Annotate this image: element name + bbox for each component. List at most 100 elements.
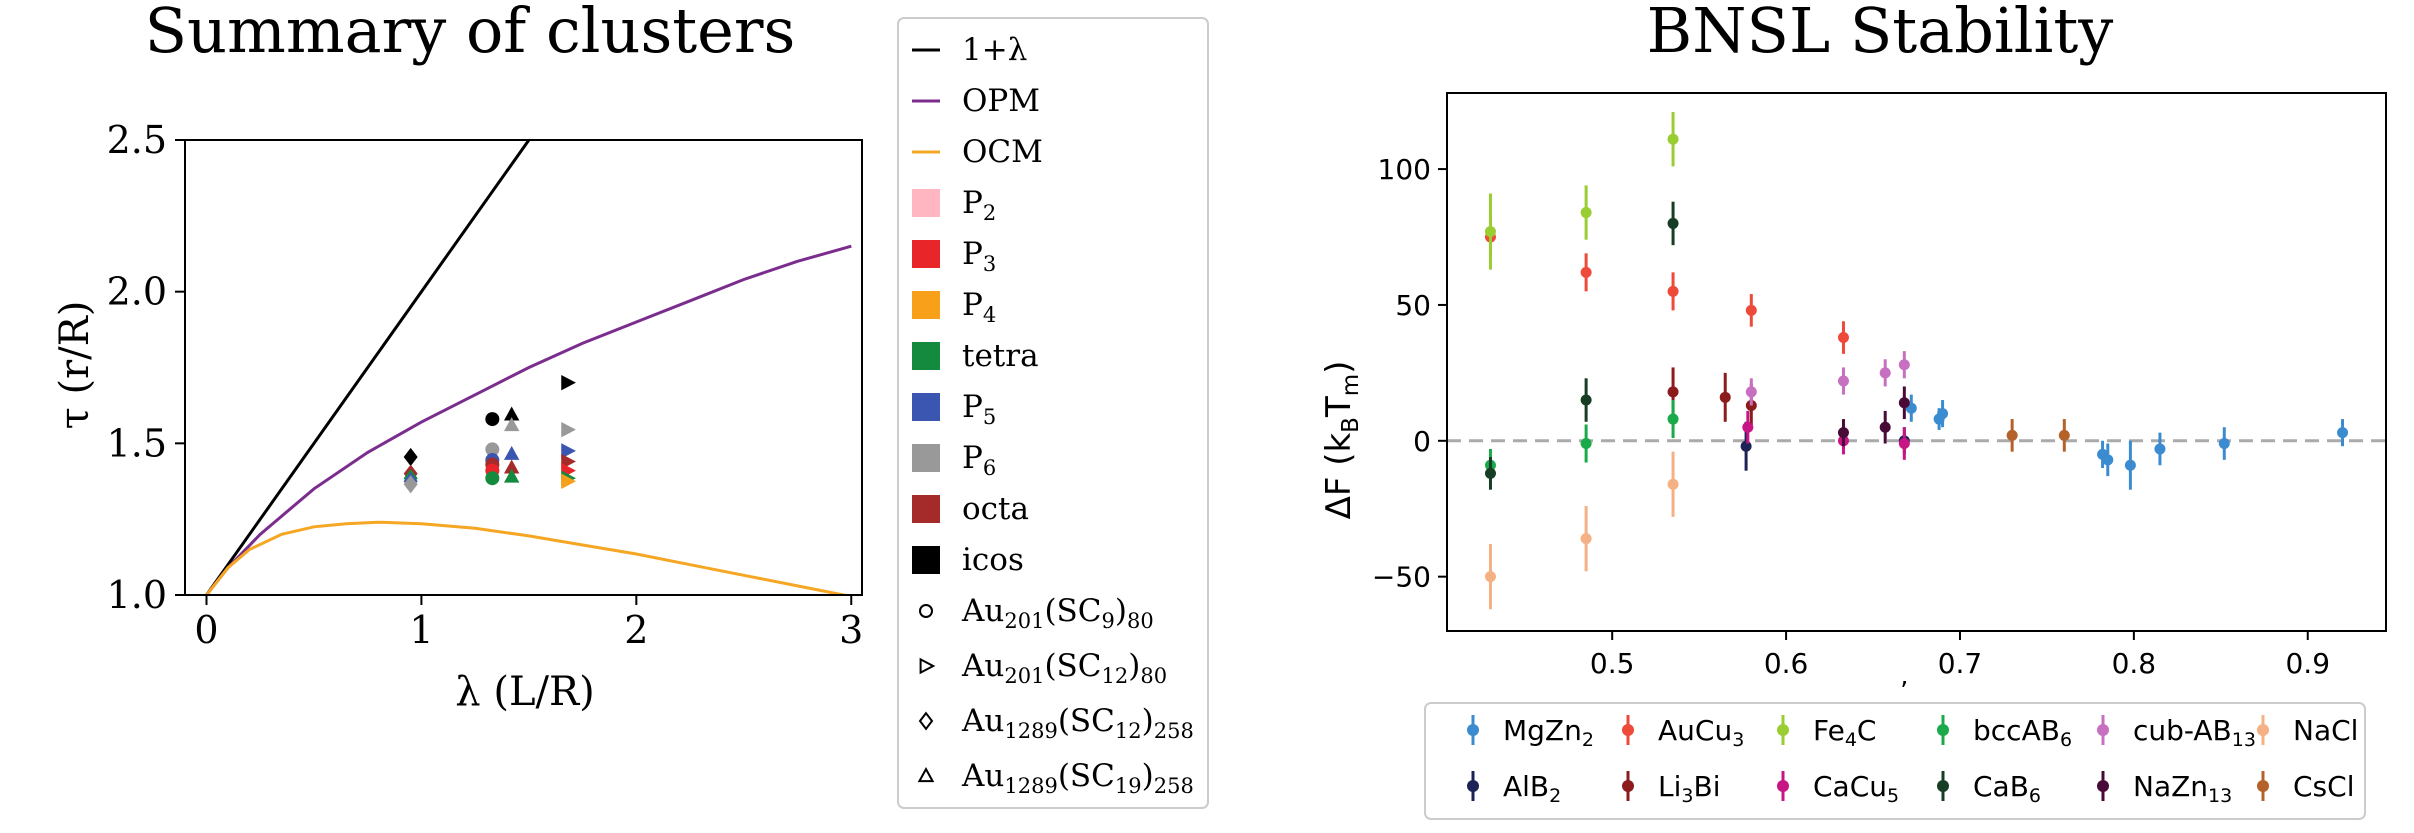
series-line-2 (205, 520, 852, 595)
y-tick-label-3: 100 (1378, 153, 1431, 186)
y-tick-label-2: 50 (1395, 289, 1431, 322)
data-point-10-0 (1484, 571, 1496, 583)
data-point-8-2 (1879, 367, 1891, 379)
data-point-0-7 (2218, 438, 2230, 450)
x-tick-label-2: 0.7 (1938, 647, 1983, 680)
data-point-9-1 (1879, 421, 1891, 433)
data-point-0-2 (1933, 413, 1945, 425)
legend-label-3: Li3Bi (1658, 770, 1720, 807)
legend-label-line-2: OCM (962, 134, 1043, 170)
data-point-4-2 (1667, 133, 1679, 145)
data-point-2-4 (1837, 332, 1849, 344)
legend-label-8: cub-AB13 (2133, 714, 2256, 751)
data-point-5-2 (1898, 438, 1910, 450)
legend-label-marker-0: Au201(SC9)80 (961, 593, 1154, 633)
legend-label-swatch-5: P6 (962, 440, 996, 480)
legend-label-swatch-1: P3 (962, 236, 996, 276)
legend-label-10: NaCl (2293, 714, 2358, 747)
bnsl-chart-frame (1446, 92, 2387, 632)
legend-label-9: NaZn13 (2133, 770, 2232, 807)
data-point-6-2 (1667, 413, 1679, 425)
x-tick-label-2: 2 (624, 608, 648, 652)
y-tick-label-0: −50 (1372, 561, 1431, 594)
cluster-point-15 (503, 468, 520, 483)
legend-marker-9 (2097, 780, 2109, 792)
legend-marker-2 (1622, 724, 1634, 736)
cluster-chart-title: Summary of clusters (145, 0, 796, 67)
x-tick-label-1: 0.6 (1764, 647, 1809, 680)
data-point-11-0 (2006, 429, 2018, 441)
legend-marker-11 (2257, 780, 2269, 792)
legend-marker-10 (2257, 724, 2269, 736)
legend-marker-6 (1937, 724, 1949, 736)
legend-label-swatch-6: octa (962, 491, 1029, 527)
legend-label-swatch-3: tetra (962, 338, 1039, 374)
legend-marker-0 (919, 604, 933, 618)
cluster-point-6 (485, 442, 500, 457)
data-point-11-1 (2058, 429, 2070, 441)
legend-label-line-0: 1+λ (962, 32, 1027, 68)
cluster-chart-ylabel: τ (r/R) (52, 301, 98, 430)
cluster-point-5 (485, 412, 500, 427)
legend-label-marker-3: Au1289(SC19)258 (961, 758, 1194, 798)
data-point-10-1 (1580, 533, 1592, 545)
legend-label-swatch-7: icos (962, 542, 1024, 578)
cluster-chart: Summary of clusters 0 1 2 3 1.0 1.5 2.0 2.5 λ (… (52, 0, 1209, 809)
cluster-point-18 (561, 443, 576, 459)
cluster-point-14 (503, 459, 520, 474)
x-tick-label-0: 0.5 (1590, 647, 1635, 680)
y-tick-label-2: 2.0 (107, 270, 167, 314)
cluster-point-11 (503, 406, 520, 421)
data-point-10-2 (1667, 478, 1679, 490)
bnsl-chart-title: BNSL Stability (1647, 0, 2114, 67)
legend-label-0: MgZn2 (1503, 714, 1594, 751)
data-point-0-5 (2124, 459, 2136, 471)
bnsl-chart-ylabel: ΔF (kBTm) (1319, 361, 1364, 520)
cluster-point-10 (485, 471, 500, 486)
data-point-0-4 (2102, 454, 2114, 466)
data-point-9-2 (1898, 397, 1910, 409)
data-point-4-1 (1580, 207, 1592, 219)
legend-label-5: CaCu5 (1813, 770, 1899, 807)
legend-swatch-7 (912, 546, 940, 574)
legend-label-marker-1: Au201(SC12)80 (961, 648, 1167, 688)
legend-marker-5 (1777, 780, 1789, 792)
legend-marker-2 (918, 711, 934, 731)
x-tick-label-1: 1 (409, 608, 433, 652)
data-point-3-0 (1667, 386, 1679, 398)
legend-label-6: bccAB6 (1973, 714, 2072, 751)
cluster-point-0 (403, 447, 418, 467)
cluster-point-16 (561, 374, 576, 391)
data-point-2-1 (1580, 266, 1592, 278)
data-point-7-1 (1580, 394, 1592, 406)
legend-label-4: Fe4C (1813, 714, 1876, 751)
data-point-9-0 (1837, 427, 1849, 439)
legend-label-line-1: OPM (962, 83, 1040, 119)
cluster-chart-frame (184, 139, 863, 596)
legend-swatch-5 (912, 444, 940, 472)
bnsl-chart: BNSL Stability 0.5 0.6 0.7 0.8 0.9−50050100 … (1319, 0, 2387, 820)
cluster-point-4 (403, 475, 418, 494)
cluster-point-17 (561, 421, 576, 438)
data-point-0-6 (2154, 443, 2166, 455)
y-tick-label-1: 0 (1413, 425, 1431, 458)
data-point-1-0 (1740, 440, 1752, 452)
data-point-8-1 (1837, 375, 1849, 387)
legend-swatch-2 (912, 291, 940, 319)
data-point-6-1 (1580, 438, 1592, 450)
legend-marker-4 (1777, 724, 1789, 736)
data-point-7-2 (1667, 217, 1679, 229)
legend-marker-1 (1467, 780, 1479, 792)
data-point-8-0 (1745, 386, 1757, 398)
data-point-8-3 (1898, 359, 1910, 371)
data-point-5-0 (1742, 421, 1754, 433)
y-tick-label-0: 1.0 (107, 573, 167, 617)
cluster-point-13 (503, 445, 520, 460)
bnsl-chart-axes: 0.5 0.6 0.7 0.8 0.9 −50 0 50 100 (1372, 92, 2387, 680)
legend-swatch-6 (912, 495, 940, 523)
cluster-chart-axes: 0 1 2 3 1.0 1.5 2.0 2.5 (107, 118, 864, 652)
cluster-chart-xlabel: λ (L/R) (455, 669, 594, 715)
x-tick-label-4: 0.9 (2285, 647, 2330, 680)
legend-label-11: CsCl (2293, 770, 2354, 803)
